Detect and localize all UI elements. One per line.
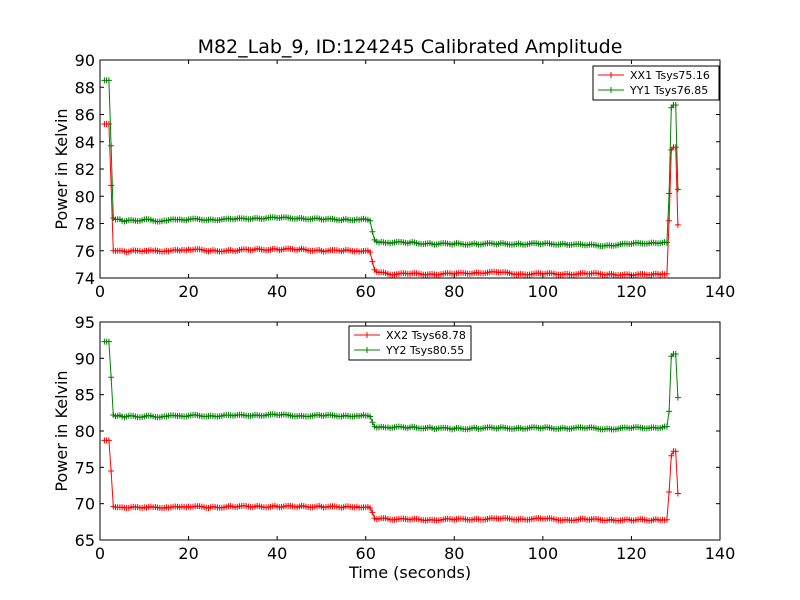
series-markers (101, 121, 681, 278)
x-tick-label: 140 (705, 544, 736, 563)
legend-label: YY1 Tsys76.85 (629, 84, 708, 97)
series-markers (101, 437, 681, 524)
x-tick-label: 40 (267, 544, 287, 563)
y-tick-label: 70 (75, 495, 95, 514)
x-tick-label: 40 (267, 282, 287, 301)
x-tick-label: 60 (356, 544, 376, 563)
legend-label: XX2 Tsys68.78 (386, 329, 466, 342)
series-markers (101, 77, 681, 250)
y-axis-label: Power in Kelvin (52, 370, 71, 491)
x-tick-label: 20 (178, 282, 198, 301)
x-tick-label: 100 (528, 544, 559, 563)
y-tick-label: 75 (75, 458, 95, 477)
y-tick-label: 90 (75, 349, 95, 368)
x-tick-label: 80 (444, 544, 464, 563)
x-tick-label: 20 (178, 544, 198, 563)
y-axis-label: Power in Kelvin (52, 108, 71, 229)
y-tick-label: 84 (75, 133, 95, 152)
y-tick-label: 82 (75, 160, 95, 179)
legend-marker (608, 72, 614, 78)
legend-box (348, 325, 472, 361)
x-tick-label: 120 (616, 282, 647, 301)
y-tick-label: 85 (75, 386, 95, 405)
legend-box (592, 65, 720, 101)
y-tick-label: 65 (75, 531, 95, 550)
y-tick-label: 86 (75, 106, 95, 125)
x-tick-label: 100 (528, 282, 559, 301)
top-panel: 0 20 40 60 80 100 120 140 74 76 78 80 82 84 86 88 90 Powe… (52, 51, 735, 301)
y-tick-label: 80 (75, 422, 95, 441)
x-tick-label: 140 (705, 282, 736, 301)
legend-marker (608, 87, 614, 93)
y-tick-label: 74 (75, 269, 95, 288)
legend-marker (364, 347, 370, 353)
chart-title: M82_Lab_9, ID:124245 Calibrated Amplitud… (198, 36, 623, 58)
x-tick-label: 0 (95, 544, 105, 563)
x-tick-label: 80 (444, 282, 464, 301)
y-tick-label: 78 (75, 215, 95, 234)
x-tick-label: 60 (356, 282, 376, 301)
y-tick-label: 90 (75, 51, 95, 70)
y-tick-label: 88 (75, 78, 95, 97)
legend-label: YY2 Tsys80.55 (385, 344, 464, 357)
x-axis-label: Time (seconds) (348, 563, 471, 582)
legend-label: XX1 Tsys75.16 (630, 69, 710, 82)
y-tick-label: 80 (75, 187, 95, 206)
legend: XX1 Tsys75.16 YY1 Tsys76.85 (592, 65, 720, 101)
legend: XX2 Tsys68.78 YY2 Tsys80.55 (348, 325, 472, 361)
series-markers (101, 338, 681, 433)
x-tick-label: 0 (95, 282, 105, 301)
y-tick-label: 95 (75, 313, 95, 332)
bottom-panel: 0 20 40 60 80 100 120 140 65 70 75 80 85 90 95 Power in… (52, 313, 735, 582)
legend-marker (364, 332, 370, 338)
y-tick-label: 76 (75, 242, 95, 261)
x-tick-label: 120 (616, 544, 647, 563)
